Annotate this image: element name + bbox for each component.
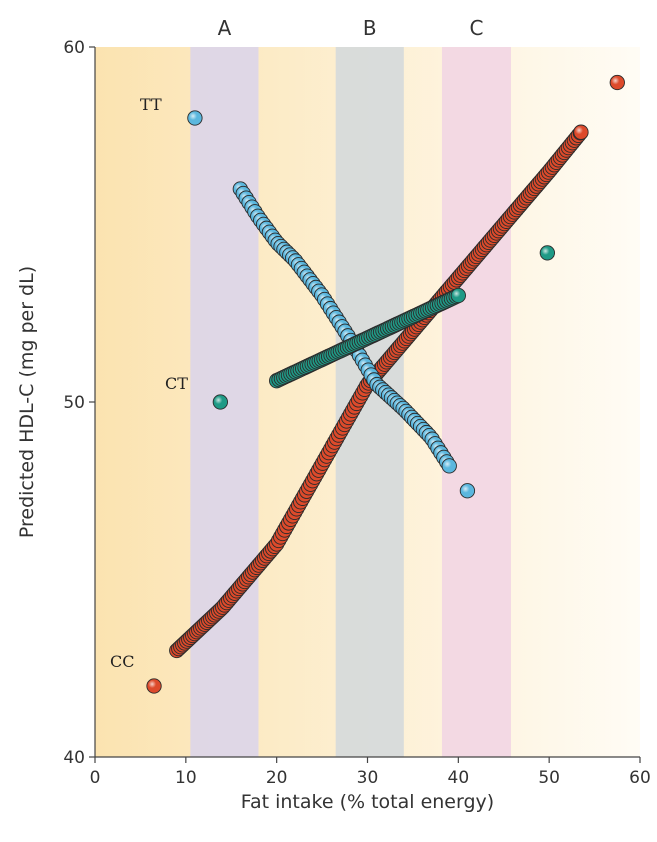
x-axis-title: Fat intake (% total energy): [241, 791, 494, 813]
point-shine: [442, 459, 456, 473]
band-label-b: B: [363, 16, 377, 40]
series-tt: [187, 110, 476, 499]
y-tick-label: 40: [63, 748, 85, 768]
series-ct: [212, 245, 555, 410]
point-shine: [541, 246, 554, 260]
point-shine: [452, 289, 465, 302]
point-shine: [147, 679, 161, 693]
axes: 0 10 20 30 40 50 60 40 50 60: [63, 38, 650, 788]
y-tick-label: 60: [63, 38, 85, 58]
point-shine: [574, 125, 588, 139]
point-shine: [610, 76, 624, 89]
data-points: [146, 74, 625, 694]
band-c: [441, 47, 512, 757]
x-tick-label: 60: [629, 768, 651, 788]
y-axis-title: Predicted HDL-C (mg per dL): [16, 266, 38, 538]
x-tick-label: 40: [448, 768, 470, 788]
x-tick-label: 0: [90, 768, 101, 788]
x-tick-label: 10: [175, 768, 197, 788]
x-tick-label: 30: [357, 768, 379, 788]
x-tick-label: 20: [266, 768, 288, 788]
x-tick-label: 50: [538, 768, 560, 788]
point-shine: [214, 395, 227, 409]
highlight-bands: A B C: [190, 16, 512, 757]
band-label-c: C: [470, 16, 484, 40]
axis-titles: Fat intake (% total energy) Predicted HD…: [16, 266, 494, 813]
series-cc: [146, 74, 625, 694]
series-label-tt: TT: [140, 95, 162, 114]
point-shine: [188, 111, 202, 125]
band-label-a: A: [218, 16, 232, 40]
series-labels: TT CT CC: [110, 95, 188, 671]
series-label-ct: CT: [165, 374, 188, 393]
series-label-cc: CC: [110, 652, 134, 671]
point-shine: [461, 484, 474, 498]
y-tick-label: 50: [63, 393, 85, 413]
